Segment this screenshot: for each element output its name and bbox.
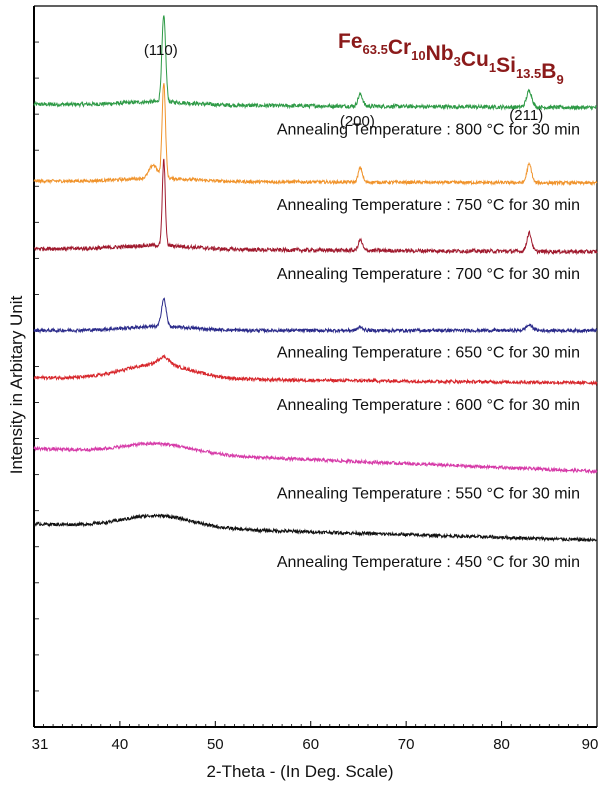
series-label: Annealing Temperature : 700 °C for 30 mi… — [277, 266, 580, 283]
series-label: Annealing Temperature : 800 °C for 30 mi… — [277, 122, 580, 139]
series-lines — [33, 15, 598, 543]
x-ticks: 31 40 50 60 70 80 90 — [32, 721, 599, 753]
x-tick-label: 50 — [207, 736, 224, 753]
formula-subscript: 63.5 — [363, 42, 388, 57]
series-line — [33, 353, 598, 387]
formula-subscript: 9 — [556, 72, 563, 87]
x-tick-label: 90 — [582, 736, 599, 753]
series-line — [33, 440, 598, 475]
y-axis-title: Intensity in Arbitary Unit — [7, 295, 26, 474]
peak-label: (211) — [509, 107, 543, 124]
x-tick-label: 60 — [302, 736, 319, 753]
series-line — [33, 513, 598, 543]
formula-element: Cu — [461, 48, 489, 71]
x-axis-title: 2-Theta - (In Deg. Scale) — [206, 762, 393, 781]
x-tick-label: 31 — [32, 736, 49, 753]
series-line — [33, 297, 598, 334]
series-line — [33, 83, 598, 187]
series-labels: Annealing Temperature : 800 °C for 30 mi… — [277, 122, 580, 572]
series-label: Annealing Temperature : 550 °C for 30 mi… — [277, 485, 580, 502]
formula-element: Si — [496, 54, 516, 77]
formula-subscript: 1 — [489, 60, 496, 75]
x-tick-label: 70 — [398, 736, 415, 753]
formula-subscript: 3 — [454, 54, 461, 69]
formula-element: Fe — [338, 30, 363, 53]
series-label: Annealing Temperature : 600 °C for 30 mi… — [277, 397, 580, 414]
y-ticks — [34, 5, 39, 728]
formula-element: Cr — [388, 36, 411, 59]
formula-subscript: 10 — [411, 48, 425, 63]
formula-subscript: 13.5 — [516, 66, 541, 81]
peak-label: (200) — [340, 113, 375, 130]
series-label: Annealing Temperature : 450 °C for 30 mi… — [277, 554, 580, 571]
chart-title: Fe63.5Cr10Nb3Cu1Si13.5B9 — [338, 30, 564, 87]
peak-labels: (110) (200) (211) — [144, 42, 543, 130]
x-tick-label: 40 — [112, 736, 129, 753]
x-tick-label: 80 — [493, 736, 510, 753]
formula-element: B — [541, 60, 556, 83]
formula-element: Nb — [426, 42, 454, 65]
peak-label: (110) — [144, 42, 178, 59]
series-label: Annealing Temperature : 650 °C for 30 mi… — [277, 344, 580, 361]
series-line — [33, 15, 598, 111]
series-label: Annealing Temperature : 750 °C for 30 mi… — [277, 197, 580, 214]
series-line — [33, 158, 598, 256]
